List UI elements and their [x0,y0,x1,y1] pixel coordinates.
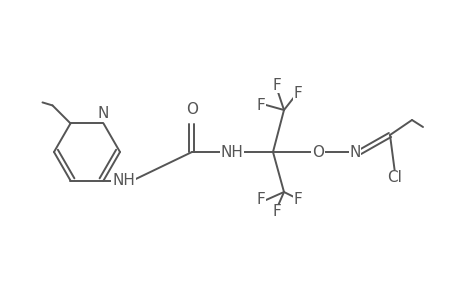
Text: F: F [293,193,302,208]
Text: F: F [272,77,281,92]
Text: Cl: Cl [387,170,402,185]
Text: NH: NH [220,145,243,160]
Text: O: O [185,102,197,117]
Text: N: N [98,106,109,122]
Text: F: F [293,85,302,100]
Text: NH: NH [112,173,134,188]
Text: O: O [311,145,323,160]
Text: F: F [256,98,265,112]
Text: F: F [256,193,265,208]
Text: F: F [272,205,281,220]
Text: N: N [348,145,360,160]
